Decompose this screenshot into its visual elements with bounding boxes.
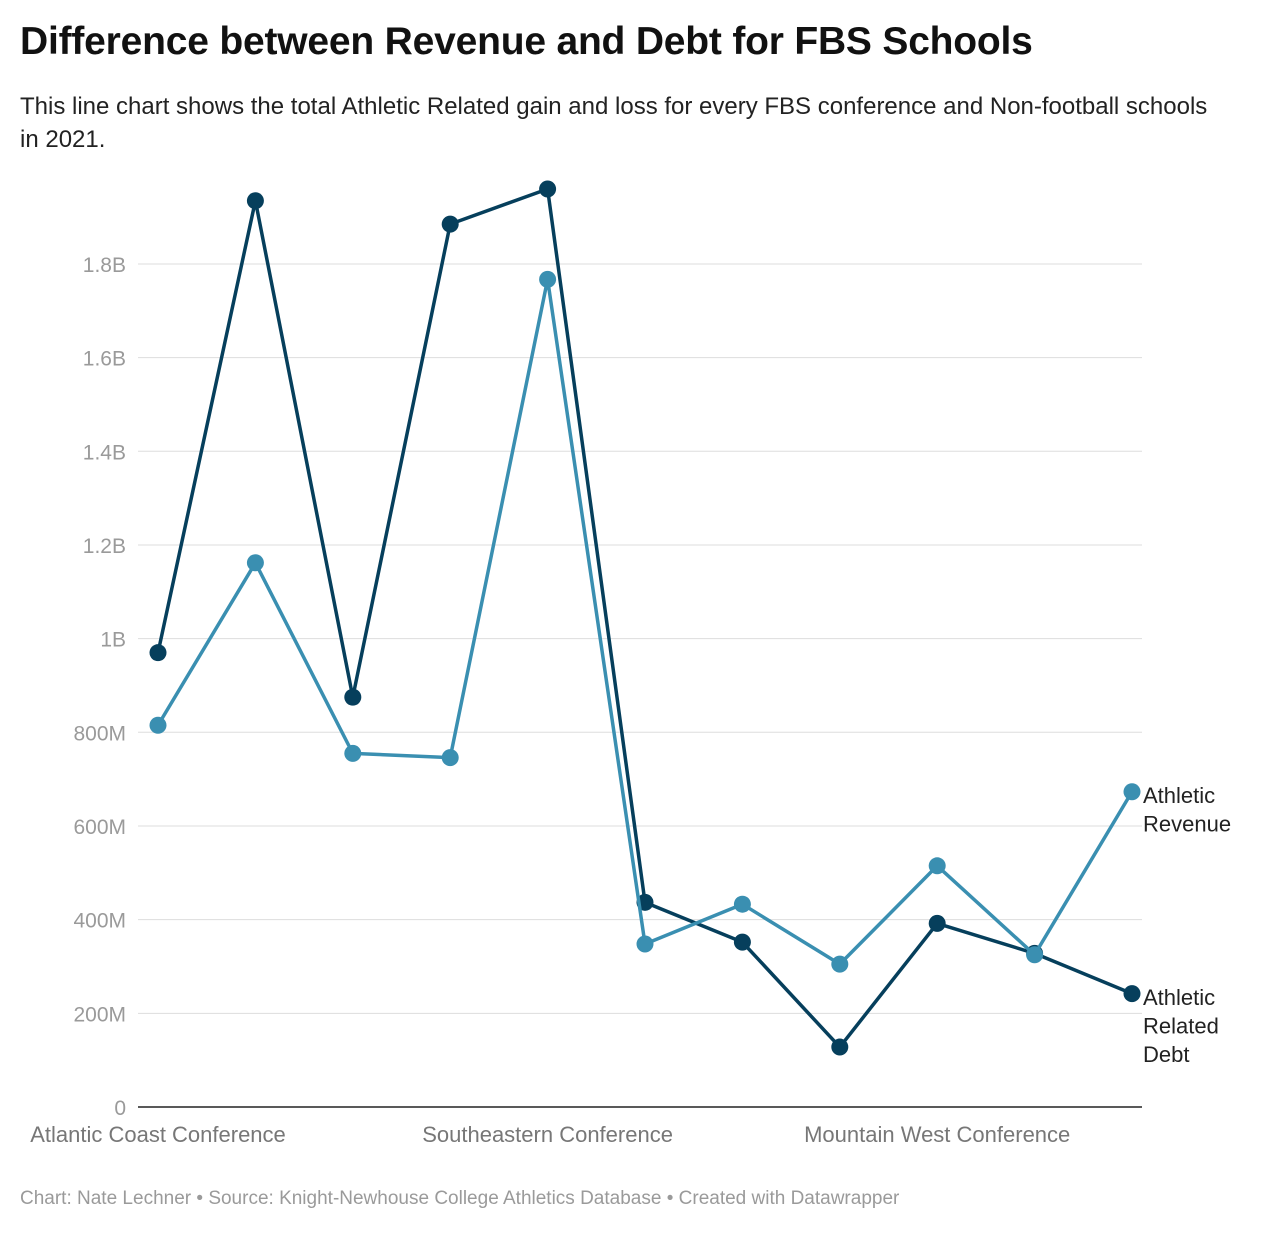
- y-tick-label: 1.4B: [83, 441, 126, 464]
- data-point: [636, 935, 654, 953]
- y-tick-label: 1B: [100, 629, 126, 652]
- data-point: [928, 914, 946, 932]
- y-axis-ticks: 0 200M 400M 600M 800M 1B 1.2B 1.4B 1.6B 1.8B: [73, 254, 126, 1120]
- data-point: [246, 192, 264, 210]
- footer-source: Source: Knight-Newhouse College Athletic…: [208, 1188, 662, 1209]
- footer-separator: •: [666, 1188, 674, 1209]
- y-tick-label: 0: [114, 1097, 126, 1120]
- y-tick-label: 1.6B: [83, 348, 126, 371]
- series-line: [156, 277, 1134, 966]
- footer-separator: •: [196, 1188, 204, 1209]
- data-point: [441, 215, 459, 233]
- data-point: [539, 180, 557, 198]
- chart-footer: Chart: Nate Lechner • Source: Knight-New…: [20, 1188, 899, 1210]
- series-line: [156, 187, 1134, 1049]
- data-point: [149, 716, 167, 734]
- data-point: [733, 895, 751, 913]
- data-point: [441, 749, 459, 767]
- data-point: [831, 1038, 849, 1056]
- y-tick-label: 400M: [73, 910, 126, 933]
- data-point: [344, 744, 362, 762]
- gridlines: [138, 263, 1142, 1014]
- series-athletic-related-debt: [149, 180, 1141, 1056]
- y-tick-label: 800M: [73, 722, 126, 745]
- y-tick-label: 200M: [73, 1003, 126, 1026]
- y-tick-label: 600M: [73, 816, 126, 839]
- series-lines: [149, 180, 1141, 1056]
- data-point: [539, 270, 557, 288]
- series-label-line: Debt: [1143, 1042, 1189, 1067]
- data-point: [246, 554, 264, 572]
- footer-created-with: Created with Datawrapper: [678, 1188, 900, 1209]
- x-tick-label: Mountain West Conference: [804, 1122, 1070, 1147]
- chart-subtitle: This line chart shows the total Athletic…: [20, 93, 1208, 153]
- x-tick-label: Atlantic Coast Conference: [30, 1122, 286, 1147]
- x-axis-ticks: Atlantic Coast Conference Southeastern Co…: [30, 1122, 1070, 1147]
- footer-chart-credit: Chart: Nate Lechner: [20, 1188, 192, 1209]
- data-point: [1026, 946, 1044, 964]
- series-label-line: Related: [1143, 1014, 1219, 1039]
- series-label-line: Revenue: [1143, 812, 1231, 837]
- x-tick-label: Southeastern Conference: [422, 1122, 673, 1147]
- data-point: [733, 933, 751, 951]
- y-tick-label: 1.8B: [83, 254, 126, 277]
- series-athletic-revenue: [149, 270, 1141, 973]
- series-label-line: Athletic: [1143, 783, 1215, 808]
- y-tick-label: 1.2B: [83, 535, 126, 558]
- chart-title: Difference between Revenue and Debt for …: [20, 20, 1033, 63]
- data-point: [1123, 783, 1141, 801]
- data-point: [149, 644, 167, 662]
- series-labels: Athletic Related Debt Athletic Revenue: [1143, 783, 1231, 1067]
- data-point: [928, 857, 946, 875]
- series-label-line: Athletic: [1143, 985, 1215, 1010]
- data-point: [831, 955, 849, 973]
- data-point: [1123, 985, 1141, 1003]
- data-point: [344, 688, 362, 706]
